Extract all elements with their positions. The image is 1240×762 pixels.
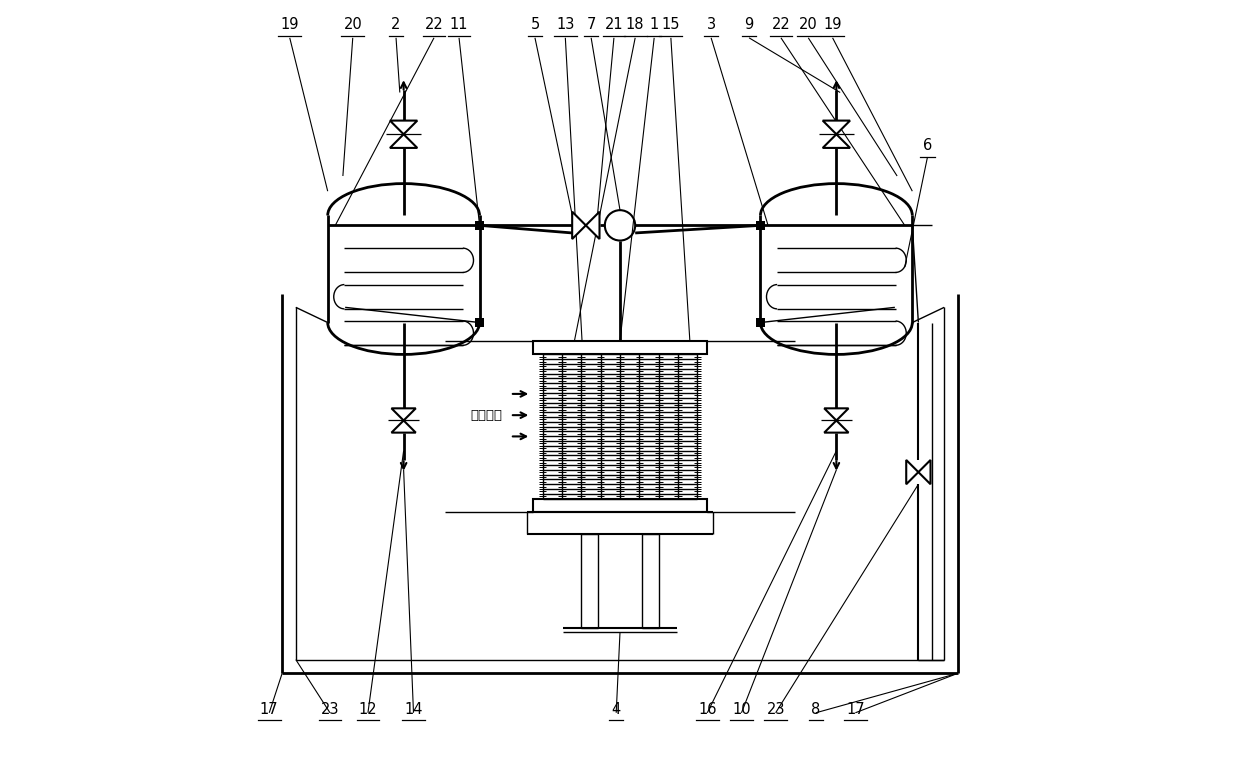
Polygon shape bbox=[822, 134, 851, 148]
Text: 11: 11 bbox=[450, 17, 469, 32]
Polygon shape bbox=[392, 408, 415, 421]
Polygon shape bbox=[825, 421, 848, 433]
Polygon shape bbox=[389, 120, 418, 134]
Bar bbox=[756, 319, 765, 327]
Text: 1: 1 bbox=[650, 17, 658, 32]
Polygon shape bbox=[572, 212, 585, 239]
Text: 烟气流向: 烟气流向 bbox=[470, 408, 502, 421]
Text: 17: 17 bbox=[260, 702, 279, 716]
Bar bbox=[475, 319, 484, 327]
Text: 19: 19 bbox=[280, 17, 299, 32]
Text: 4: 4 bbox=[611, 702, 621, 716]
Text: 17: 17 bbox=[846, 702, 864, 716]
Polygon shape bbox=[389, 134, 418, 148]
Text: 7: 7 bbox=[587, 17, 596, 32]
Text: 19: 19 bbox=[823, 17, 842, 32]
Polygon shape bbox=[919, 460, 930, 485]
Text: 22: 22 bbox=[771, 17, 790, 32]
Text: 14: 14 bbox=[404, 702, 423, 716]
Text: 13: 13 bbox=[557, 17, 574, 32]
Text: 18: 18 bbox=[626, 17, 645, 32]
Text: 23: 23 bbox=[321, 702, 340, 716]
Polygon shape bbox=[585, 212, 599, 239]
Bar bbox=[756, 221, 765, 229]
Polygon shape bbox=[822, 120, 851, 134]
Text: 6: 6 bbox=[923, 138, 932, 153]
Text: 3: 3 bbox=[707, 17, 715, 32]
Text: 8: 8 bbox=[811, 702, 821, 716]
Bar bbox=[582, 533, 598, 628]
Bar bbox=[533, 498, 707, 512]
Text: 20: 20 bbox=[799, 17, 817, 32]
Polygon shape bbox=[825, 408, 848, 421]
Bar bbox=[475, 221, 484, 229]
Text: 5: 5 bbox=[531, 17, 539, 32]
Text: 10: 10 bbox=[732, 702, 750, 716]
Text: 2: 2 bbox=[392, 17, 401, 32]
Text: 22: 22 bbox=[424, 17, 444, 32]
Polygon shape bbox=[392, 421, 415, 433]
Bar bbox=[642, 533, 658, 628]
Text: 21: 21 bbox=[605, 17, 624, 32]
Text: 9: 9 bbox=[744, 17, 754, 32]
Text: 20: 20 bbox=[343, 17, 362, 32]
Text: 15: 15 bbox=[662, 17, 680, 32]
Polygon shape bbox=[906, 460, 919, 485]
Bar bbox=[533, 341, 707, 354]
Text: 23: 23 bbox=[766, 702, 785, 716]
Text: 16: 16 bbox=[698, 702, 717, 716]
Text: 12: 12 bbox=[358, 702, 377, 716]
